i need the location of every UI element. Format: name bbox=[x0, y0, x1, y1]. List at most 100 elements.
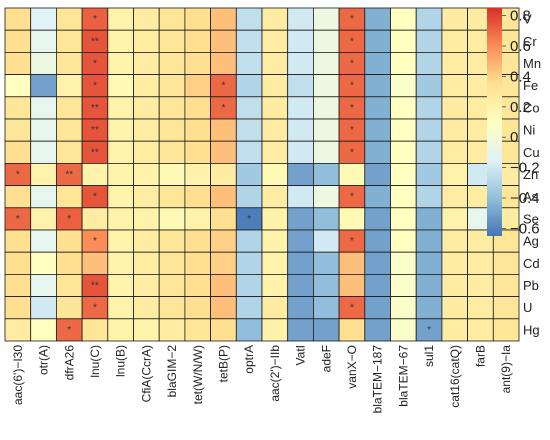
heatmap-cell bbox=[235, 140, 263, 164]
heatmap-cell bbox=[30, 229, 57, 253]
heatmap-cell bbox=[364, 74, 391, 98]
row-label: Zn bbox=[523, 167, 538, 182]
heatmap-cell bbox=[364, 29, 391, 53]
column-label: sul1 bbox=[422, 345, 436, 367]
significance-mark: * bbox=[350, 192, 354, 203]
heatmap-cell bbox=[467, 251, 494, 275]
heatmap-cell bbox=[158, 273, 186, 297]
heatmap-cell bbox=[364, 296, 391, 320]
heatmap-cell bbox=[415, 296, 443, 320]
heatmap-cell bbox=[415, 7, 443, 31]
heatmap-cell bbox=[133, 296, 160, 320]
column-label: lnu(C) bbox=[88, 345, 102, 378]
heatmap-cell bbox=[30, 318, 57, 342]
significance-mark: * bbox=[350, 303, 354, 314]
heatmap-cell bbox=[235, 118, 263, 142]
heatmap-cell bbox=[158, 118, 186, 142]
colorbar-tick-label: −0.6 bbox=[510, 220, 540, 237]
colorbar-tick-label: 0 bbox=[510, 129, 518, 146]
heatmap-cell bbox=[210, 140, 237, 164]
heatmap-cell bbox=[364, 96, 391, 120]
heatmap-cell bbox=[364, 185, 391, 209]
heatmap-cell bbox=[312, 74, 340, 98]
heatmap-cell bbox=[312, 229, 340, 253]
heatmap-cell bbox=[261, 162, 289, 186]
heatmap-cell bbox=[235, 52, 263, 76]
heatmap-cell bbox=[261, 96, 289, 120]
heatmap-cell bbox=[390, 273, 417, 297]
heatmap-cell bbox=[210, 229, 237, 253]
heatmap-cell bbox=[492, 296, 520, 320]
heatmap-cell bbox=[261, 118, 289, 142]
heatmap-cell bbox=[390, 29, 417, 53]
row-label: Ag bbox=[523, 234, 539, 249]
heatmap-cell bbox=[107, 52, 134, 76]
heatmap-cell bbox=[56, 229, 83, 253]
heatmap-cell bbox=[390, 229, 417, 253]
heatmap-cell bbox=[441, 162, 468, 186]
heatmap-cell bbox=[312, 96, 340, 120]
heatmap-cell bbox=[390, 7, 417, 31]
column-label: otr(A) bbox=[37, 345, 51, 375]
row-label: Fe bbox=[523, 78, 538, 93]
heatmap-cell bbox=[107, 29, 134, 53]
heatmap-cell bbox=[30, 52, 57, 76]
heatmap-cell bbox=[235, 273, 263, 297]
significance-mark: ** bbox=[91, 281, 99, 292]
heatmap-cell bbox=[312, 29, 340, 53]
heatmap-cell bbox=[235, 251, 263, 275]
heatmap-cell bbox=[312, 273, 340, 297]
heatmap-cell bbox=[158, 251, 186, 275]
heatmap-cell bbox=[312, 140, 340, 164]
heatmap-cell bbox=[441, 29, 468, 53]
heatmap-cells: * *** ** ** * *** * *** *** ** *** ** * ** **** ** * bbox=[4, 7, 520, 342]
heatmap-cell bbox=[261, 140, 289, 164]
significance-mark: ** bbox=[91, 36, 99, 47]
heatmap-cell bbox=[30, 296, 57, 320]
column-label: vanX−O bbox=[345, 345, 359, 389]
heatmap-cell bbox=[4, 185, 32, 209]
column-label: blaGIM−2 bbox=[165, 345, 179, 398]
heatmap-cell bbox=[492, 251, 520, 275]
heatmap-cell bbox=[184, 74, 211, 98]
heatmap-cell bbox=[184, 118, 211, 142]
heatmap-cell bbox=[4, 229, 32, 253]
heatmap-cell bbox=[56, 52, 83, 76]
significance-mark: * bbox=[93, 59, 97, 70]
column-labels: aac(6')−I30 otr(A) dfrA26 lnu(C) lnu(B) CfiA(… bbox=[11, 345, 513, 414]
heatmap-cell bbox=[261, 318, 289, 342]
colorbar-gradient bbox=[487, 8, 502, 236]
column-label: blaTEM−187 bbox=[371, 345, 385, 414]
heatmap-cell bbox=[338, 162, 366, 186]
heatmap-cell bbox=[261, 29, 289, 53]
heatmap-cell bbox=[261, 74, 289, 98]
heatmap-cell bbox=[261, 207, 289, 231]
heatmap-cell bbox=[415, 74, 443, 98]
colorbar-tick-label: 0.6 bbox=[510, 38, 531, 55]
heatmap-cell bbox=[158, 229, 186, 253]
heatmap-cell bbox=[441, 229, 468, 253]
row-label: Se bbox=[523, 211, 539, 226]
heatmap-cell bbox=[184, 251, 211, 275]
heatmap-cell bbox=[287, 96, 314, 120]
heatmap-cell bbox=[287, 229, 314, 253]
heatmap-cell bbox=[441, 273, 468, 297]
heatmap-cell bbox=[81, 318, 109, 342]
heatmap-cell bbox=[415, 185, 443, 209]
column-label: tet(W/N/W) bbox=[191, 345, 205, 404]
heatmap-cell bbox=[158, 185, 186, 209]
heatmap-cell bbox=[56, 140, 83, 164]
heatmap-cell bbox=[107, 7, 134, 31]
significance-mark: * bbox=[350, 103, 354, 114]
heatmap-cell bbox=[107, 96, 134, 120]
heatmap-cell bbox=[133, 52, 160, 76]
row-label: Pb bbox=[523, 278, 539, 293]
heatmap-cell bbox=[81, 162, 109, 186]
heatmap-cell bbox=[4, 52, 32, 76]
colorbar-tick-label: −0.2 bbox=[510, 160, 540, 177]
heatmap-cell bbox=[30, 162, 57, 186]
heatmap-cell bbox=[390, 74, 417, 98]
heatmap-cell bbox=[133, 273, 160, 297]
heatmap-cell bbox=[364, 273, 391, 297]
column-label: tetB(P) bbox=[216, 345, 230, 382]
